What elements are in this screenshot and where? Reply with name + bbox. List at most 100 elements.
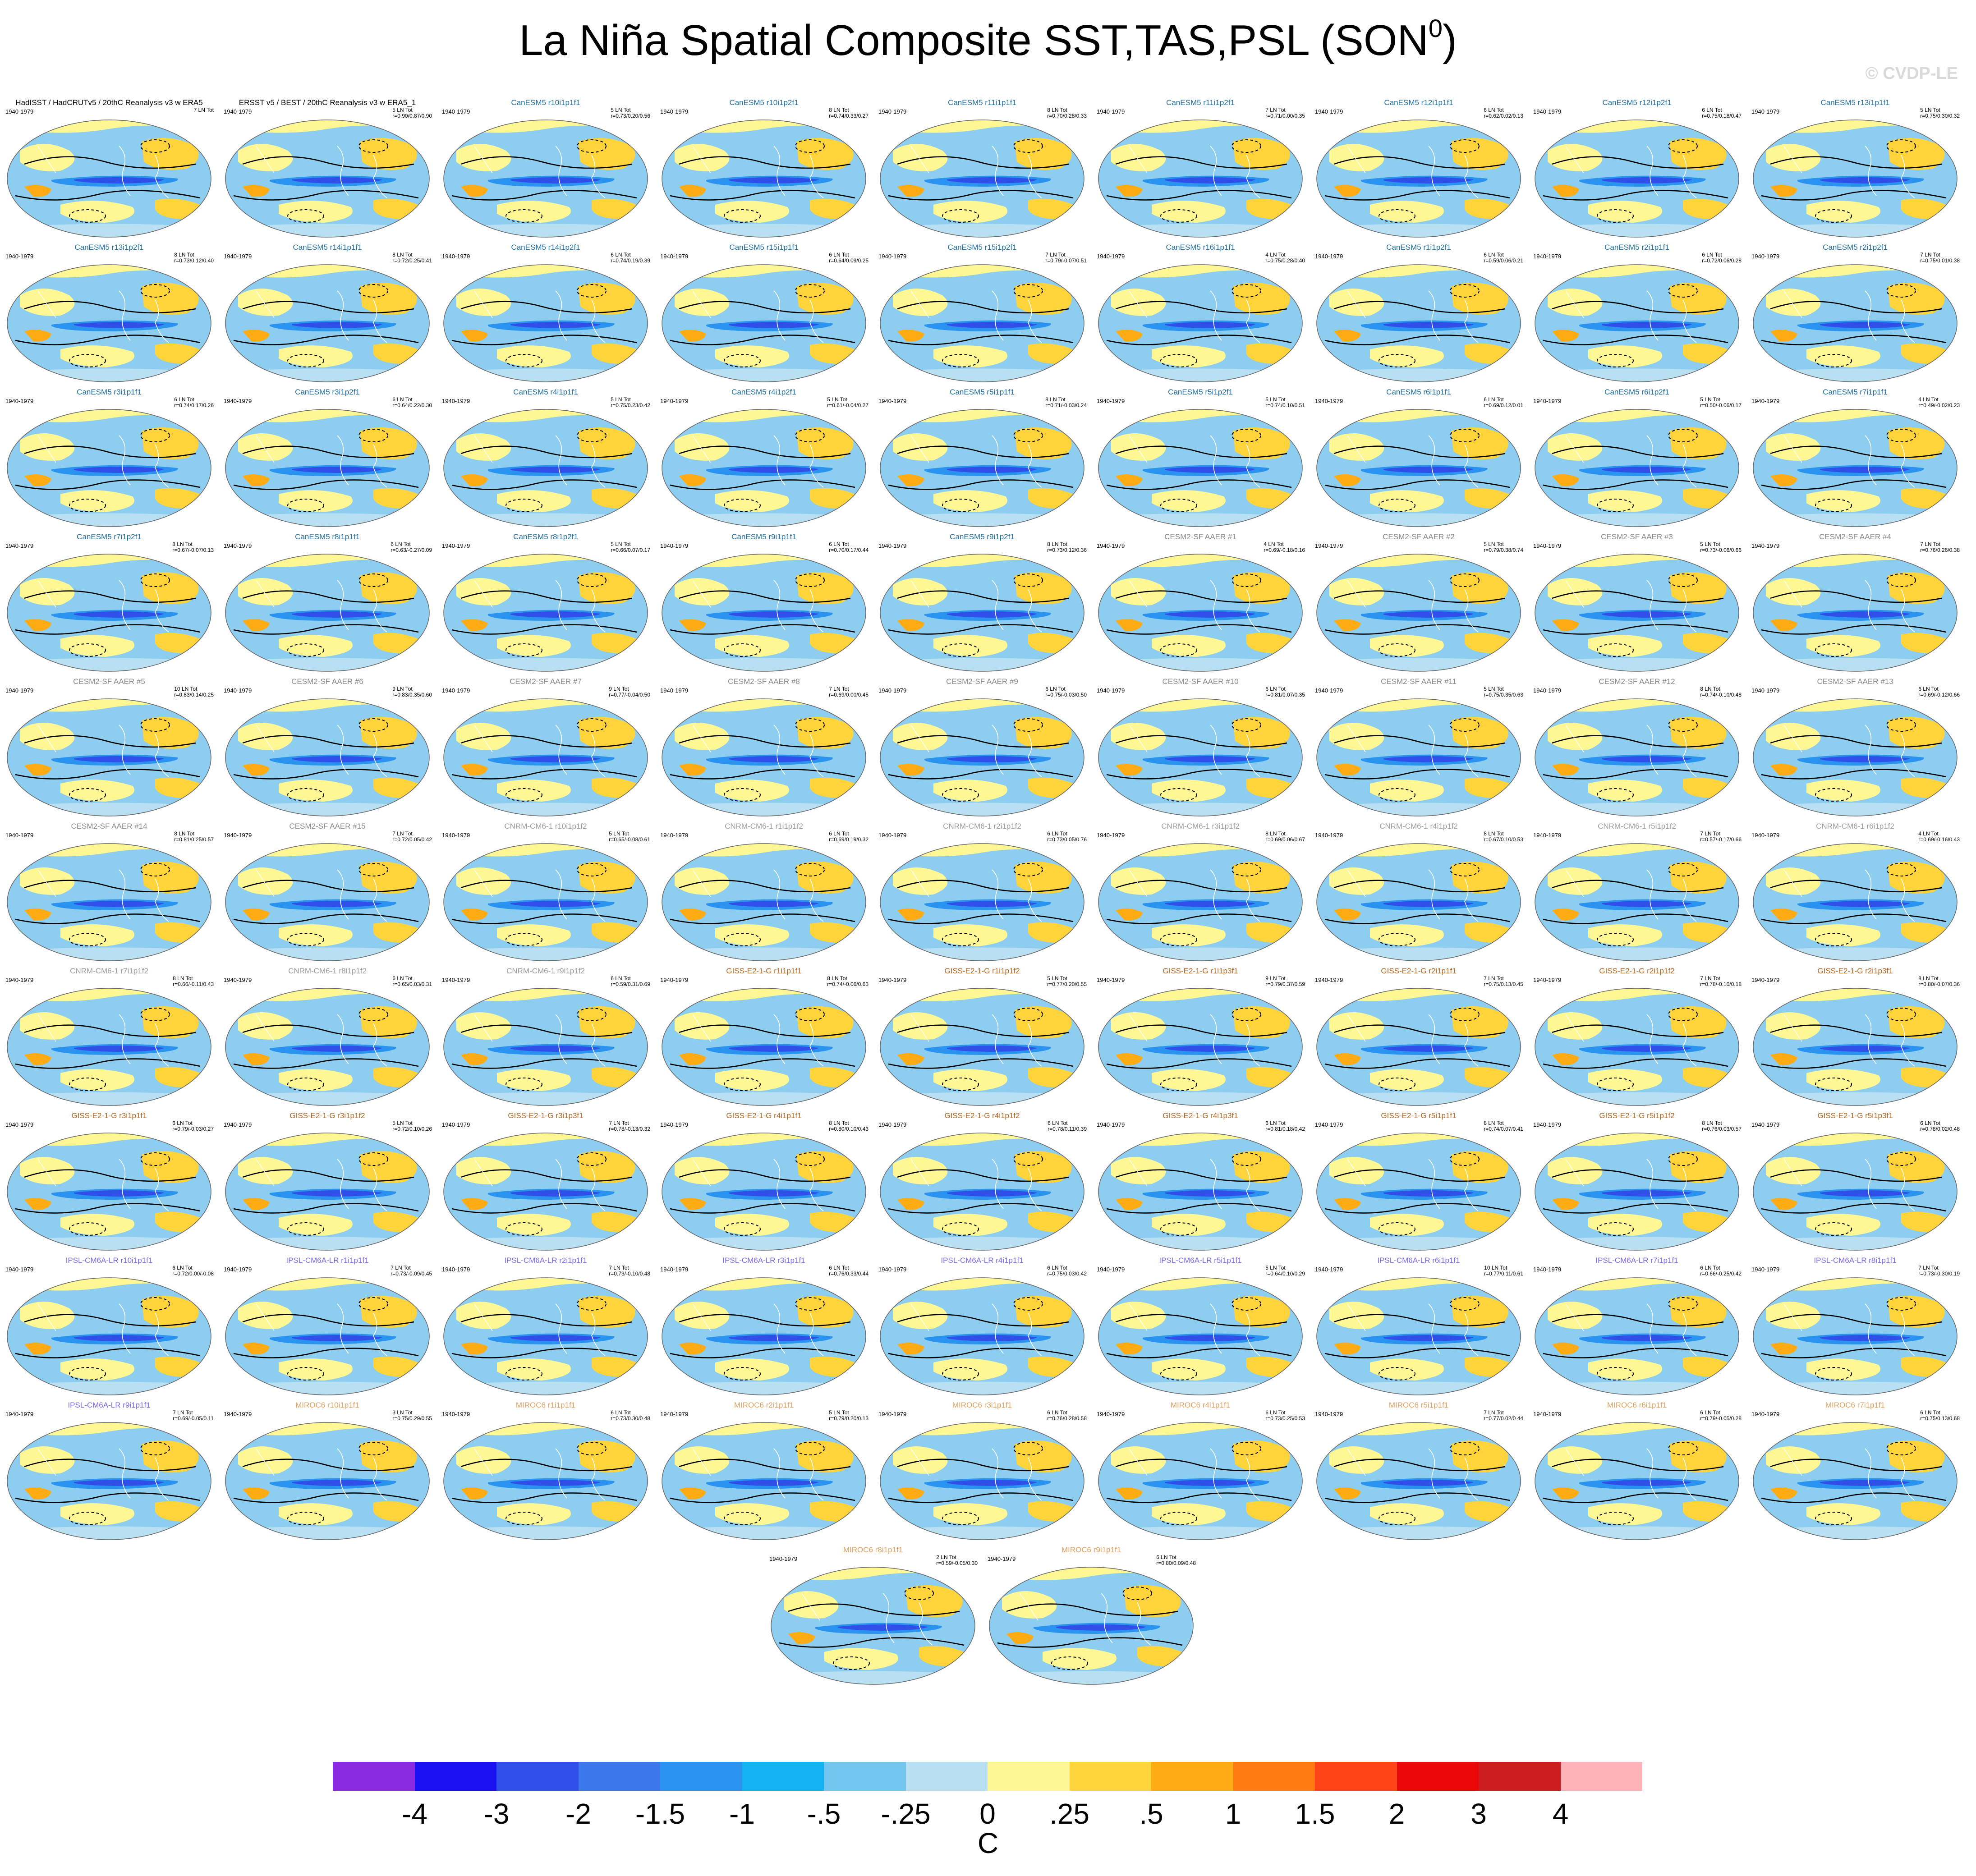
panel-event-count: 10 LN Tot r=0.77/0.11/0.61 <box>1484 1265 1523 1277</box>
globe-map-graphic <box>879 1422 1085 1541</box>
globe-map-graphic <box>1752 408 1958 527</box>
composite-panel: GISS-E2-1-G r3i1p1f2 1940-1979 5 LN Tot r=0… <box>219 1111 436 1256</box>
globe-map <box>879 408 1085 527</box>
panel-count-label: 5 LN Tot <box>611 541 631 547</box>
colorbar-tick-label: -2 <box>565 1798 591 1830</box>
panel-pattern-correlation: r=0.74/-0.06/0.63 <box>827 981 869 987</box>
panel-title: GISS-E2-1-G r1i1p3f1 <box>1163 967 1238 975</box>
composite-panel: CanESM5 r16i1p1f1 1940-1979 4 LN Tot r=0.75… <box>1092 243 1309 387</box>
panel-count-label: 6 LN Tot <box>391 541 411 547</box>
composite-panel: GISS-E2-1-G r2i1p1f2 1940-1979 7 LN Tot r=0… <box>1529 967 1745 1111</box>
panel-pattern-correlation: r=0.75/0.18/0.47 <box>1702 113 1742 119</box>
panel-title: CanESM5 r2i1p1f1 <box>1604 243 1669 252</box>
globe-map <box>661 843 867 962</box>
panel-period: 1940-1979 <box>1097 108 1125 115</box>
composite-panel: CESM2-SF AAER #9 1940-1979 6 LN Tot r=0.75/… <box>874 677 1090 821</box>
panel-count-label: 8 LN Tot <box>827 975 847 982</box>
panel-count-label: 5 LN Tot <box>1700 541 1720 547</box>
panel-event-count: 6 LN Tot r=0.74/0.19/0.39 <box>611 252 650 264</box>
panel-title: CESM2-SF AAER #3 <box>1601 532 1673 541</box>
composite-panel: IPSL-CM6A-LR r4i1p1f1 1940-1979 6 LN Tot r=… <box>874 1256 1090 1400</box>
globe-map <box>1316 698 1521 817</box>
panel-count-label: 4 LN Tot <box>1265 252 1286 258</box>
panel-period: 1940-1979 <box>1533 1411 1562 1417</box>
globe-map <box>1534 1422 1740 1541</box>
panel-period: 1940-1979 <box>442 398 470 404</box>
panel-count-label: 2 LN Tot <box>936 1554 956 1560</box>
panel-period: 1940-1979 <box>1751 108 1780 115</box>
panel-count-label: 4 LN Tot <box>1918 396 1939 403</box>
panel-title: CanESM5 r8i1p2f1 <box>513 532 578 541</box>
panel-title: CanESM5 r13i1p1f1 <box>1820 98 1890 107</box>
panel-event-count: 5 LN Tot r=0.72/0.10/0.26 <box>392 1120 432 1132</box>
panel-count-label: 5 LN Tot <box>609 830 629 837</box>
globe-map <box>770 1566 976 1685</box>
composite-panel: GISS-E2-1-G r4i1p1f2 1940-1979 6 LN Tot r=0… <box>874 1111 1090 1256</box>
globe-map <box>1752 553 1958 672</box>
panel-title: CanESM5 r4i1p2f1 <box>731 388 796 396</box>
colorbar-tick-label: .25 <box>1049 1798 1089 1830</box>
panel-period: 1940-1979 <box>1533 253 1562 260</box>
panel-event-count: 7 LN Tot r=0.72/0.05/0.42 <box>392 831 432 843</box>
globe-map <box>1098 1422 1303 1541</box>
globe-map-graphic <box>1316 1277 1521 1396</box>
panel-event-count: 8 LN Tot r=0.80/-0.07/0.36 <box>1918 976 1960 987</box>
panel-period: 1940-1979 <box>224 542 252 549</box>
composite-panel: GISS-E2-1-G r5i1p3f1 1940-1979 6 LN Tot r=0… <box>1747 1111 1963 1256</box>
globe-map-graphic <box>1534 1422 1740 1541</box>
panel-title: CNRM-CM6-1 r10i1p1f2 <box>504 822 587 830</box>
panel-pattern-correlation: r=0.78/0.02/0.48 <box>1920 1126 1960 1132</box>
composite-panel: CNRM-CM6-1 r10i1p1f2 1940-1979 5 LN Tot r=0… <box>437 822 654 966</box>
panel-count-label: 8 LN Tot <box>173 975 193 982</box>
globe-map-graphic <box>225 264 430 383</box>
composite-panel: CanESM5 r14i1p1f1 1940-1979 8 LN Tot r=0.72… <box>219 243 436 387</box>
panel-period: 1940-1979 <box>1315 687 1343 694</box>
panel-count-label: 5 LN Tot <box>827 396 847 403</box>
colorbar-tick-label: -1 <box>729 1798 755 1830</box>
globe-map-graphic <box>661 264 867 383</box>
globe-map <box>225 987 430 1106</box>
panel-title: IPSL-CM6A-LR r4i1p1f1 <box>941 1256 1024 1265</box>
panel-count-label: 8 LN Tot <box>1918 975 1939 982</box>
panel-title: CanESM5 r3i1p2f1 <box>295 388 360 396</box>
globe-map-graphic <box>1534 408 1740 527</box>
panel-count-label: 7 LN Tot <box>1920 252 1940 258</box>
panel-period: 1940-1979 <box>878 1121 907 1128</box>
panel-period: 1940-1979 <box>1097 1121 1125 1128</box>
panel-count-label: 7 LN Tot <box>391 1265 411 1271</box>
panel-event-count: 6 LN Tot r=0.75/0.03/0.42 <box>1047 1265 1087 1277</box>
panel-count-label: 4 LN Tot <box>1918 830 1939 837</box>
colorbar-tick-label: 2 <box>1388 1798 1405 1830</box>
globe-map <box>1534 1132 1740 1251</box>
composite-panel: GISS-E2-1-G r3i1p1f1 1940-1979 6 LN Tot r=0… <box>1 1111 217 1256</box>
panel-period: 1940-1979 <box>878 977 907 983</box>
panel-event-count: 5 LN Tot r=0.73/-0.06/0.66 <box>1700 541 1742 553</box>
panel-count-label: 10 LN Tot <box>1484 1265 1507 1271</box>
panel-count-label: 8 LN Tot <box>1265 830 1286 837</box>
globe-map <box>443 987 648 1106</box>
panel-title: CanESM5 r13i1p2f1 <box>74 243 144 252</box>
panel-event-count: 7 LN Tot r=0.75/0.13/0.45 <box>1484 976 1523 987</box>
composite-panel: CanESM5 r8i1p1f1 1940-1979 6 LN Tot r=0.63/… <box>219 532 436 677</box>
panel-event-count: 6 LN Tot r=0.79/-0.03/0.27 <box>172 1120 214 1132</box>
panel-title: CanESM5 r15i1p1f1 <box>729 243 799 252</box>
globe-map-graphic <box>1098 843 1303 962</box>
composite-panel: CanESM5 r2i1p2f1 1940-1979 7 LN Tot r=0.75/… <box>1747 243 1963 387</box>
composite-panel: CNRM-CM6-1 r4i1p1f2 1940-1979 8 LN Tot r=0.… <box>1310 822 1527 966</box>
panel-pattern-correlation: r=0.75/0.30/0.32 <box>1920 113 1960 119</box>
panel-title: GISS-E2-1-G r1i1p1f1 <box>726 967 802 975</box>
globe-map-graphic <box>661 987 867 1106</box>
composite-panel: ERSST v5 / BEST / 20thC Reanalysis v3 w … <box>219 98 436 243</box>
globe-map <box>225 1422 430 1541</box>
globe-map-graphic <box>1316 1132 1521 1251</box>
panel-pattern-correlation: r=0.72/0.05/0.42 <box>392 836 432 843</box>
panel-event-count: 6 LN Tot r=0.69/0.12/0.01 <box>1484 397 1523 408</box>
panel-period: 1940-1979 <box>442 1411 470 1417</box>
composite-panel: GISS-E2-1-G r1i1p1f1 1940-1979 8 LN Tot r=0… <box>656 967 872 1111</box>
panel-title: CESM2-SF AAER #1 <box>1164 532 1236 541</box>
panel-grid: HadISST / HadCRUTv5 / 20thC Reanalysis v… <box>1 98 1963 1677</box>
panel-pattern-correlation: r=0.75/0.13/0.45 <box>1484 981 1523 987</box>
panel-event-count: 7 LN Tot r=0.78/-0.10/0.18 <box>1700 976 1742 987</box>
panel-pattern-correlation: r=0.75/0.28/0.40 <box>1265 257 1305 264</box>
panel-period: 1940-1979 <box>1315 1266 1343 1273</box>
